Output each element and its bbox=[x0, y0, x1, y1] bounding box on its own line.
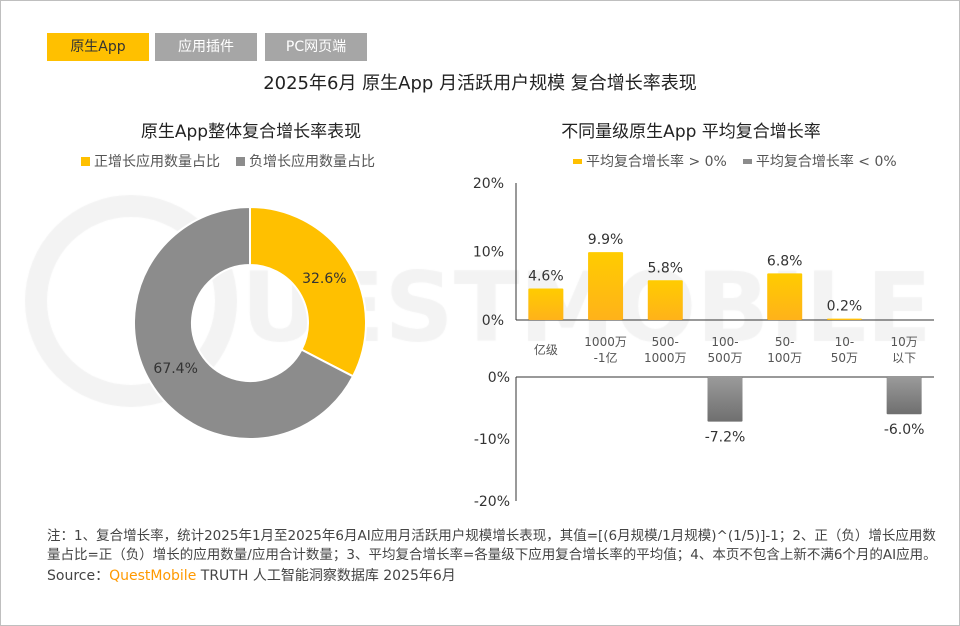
donut-slice bbox=[133, 205, 355, 440]
x-tick-label: 10万 bbox=[891, 335, 918, 349]
bar-negative bbox=[886, 377, 922, 415]
x-tick-label: 亿级 bbox=[534, 342, 558, 357]
x-tick-label: 1000万 bbox=[644, 351, 687, 365]
source-brand: QuestMobile bbox=[109, 568, 197, 584]
bar-legend-positive: 平均复合增长率 > 0% bbox=[573, 151, 727, 171]
y-tick-label: -10% bbox=[474, 432, 510, 448]
donut-legend: 正增长应用数量占比 负增长应用数量占比 bbox=[81, 151, 375, 171]
bar-data-label: 4.6% bbox=[528, 268, 564, 284]
x-tick-label: 10- bbox=[835, 335, 855, 349]
x-tick-label: 以下 bbox=[892, 351, 916, 365]
y-tick-label: -20% bbox=[474, 494, 510, 510]
donut-slice bbox=[249, 205, 367, 378]
bar-data-label: -6.0% bbox=[884, 422, 925, 438]
x-tick-label: 50- bbox=[775, 335, 795, 349]
x-tick-label: 100万 bbox=[767, 351, 802, 365]
bar-positive bbox=[826, 318, 862, 320]
bar-positive bbox=[588, 252, 624, 320]
bar-legend-negative: 平均复合增长率 < 0% bbox=[742, 151, 897, 171]
x-tick-label: 100- bbox=[711, 335, 738, 349]
page-title: 2025年6月 原生App 月活跃用户规模 复合增长率表现 bbox=[263, 73, 697, 94]
bar-data-label: 9.9% bbox=[588, 232, 624, 248]
donut-label: 67.4% bbox=[153, 361, 197, 377]
x-tick-label: 500- bbox=[652, 335, 679, 349]
bar-data-label: 0.2% bbox=[827, 299, 863, 315]
y-tick-label: 20% bbox=[473, 176, 504, 192]
bar-positive bbox=[767, 273, 803, 320]
x-tick-label: 50万 bbox=[831, 351, 858, 365]
x-tick-label: -1亿 bbox=[594, 350, 618, 365]
y-tick-label: 0% bbox=[482, 313, 504, 329]
y-tick-label: 0% bbox=[488, 370, 510, 386]
source: Source：QuestMobile TRUTH 人工智能洞察数据库 2025年… bbox=[47, 568, 456, 584]
bar-chart: 20%10%0%0%-10%-20%亿级4.6%1000万-1亿9.9%500-… bbox=[473, 176, 934, 510]
bar-data-label: 5.8% bbox=[647, 260, 683, 276]
bar-positive bbox=[647, 280, 683, 320]
tab-app-plugin[interactable]: 应用插件 bbox=[155, 33, 257, 61]
donut-legend-positive: 正增长应用数量占比 bbox=[81, 151, 220, 171]
bar-title: 不同量级原生App 平均复合增长率 bbox=[561, 122, 821, 142]
bar-data-label: -7.2% bbox=[705, 430, 746, 446]
donut-title: 原生App整体复合增长率表现 bbox=[140, 122, 362, 142]
footnote: 注：1、复合增长率，统计2025年1月至2025年6月AI应用月活跃用户规模增长… bbox=[47, 528, 937, 563]
donut-legend-negative: 负增长应用数量占比 bbox=[236, 151, 375, 171]
tab-pc-web[interactable]: PC网页端 bbox=[265, 33, 367, 61]
bar-negative bbox=[707, 377, 743, 422]
footer: 注：1、复合增长率，统计2025年1月至2025年6月AI应用月活跃用户规模增长… bbox=[47, 527, 937, 586]
bar-legend: 平均复合增长率 > 0% 平均复合增长率 < 0% bbox=[573, 151, 897, 171]
donut-label: 32.6% bbox=[302, 271, 346, 287]
donut-chart: 32.6% 67.4% bbox=[133, 205, 367, 440]
tab-native-app[interactable]: 原生App bbox=[47, 33, 149, 61]
y-tick-label: 10% bbox=[473, 245, 504, 261]
bar-data-label: 6.8% bbox=[767, 253, 803, 269]
x-tick-label: 1000万 bbox=[584, 335, 627, 349]
bar-positive bbox=[528, 288, 564, 320]
x-tick-label: 500万 bbox=[708, 351, 743, 365]
